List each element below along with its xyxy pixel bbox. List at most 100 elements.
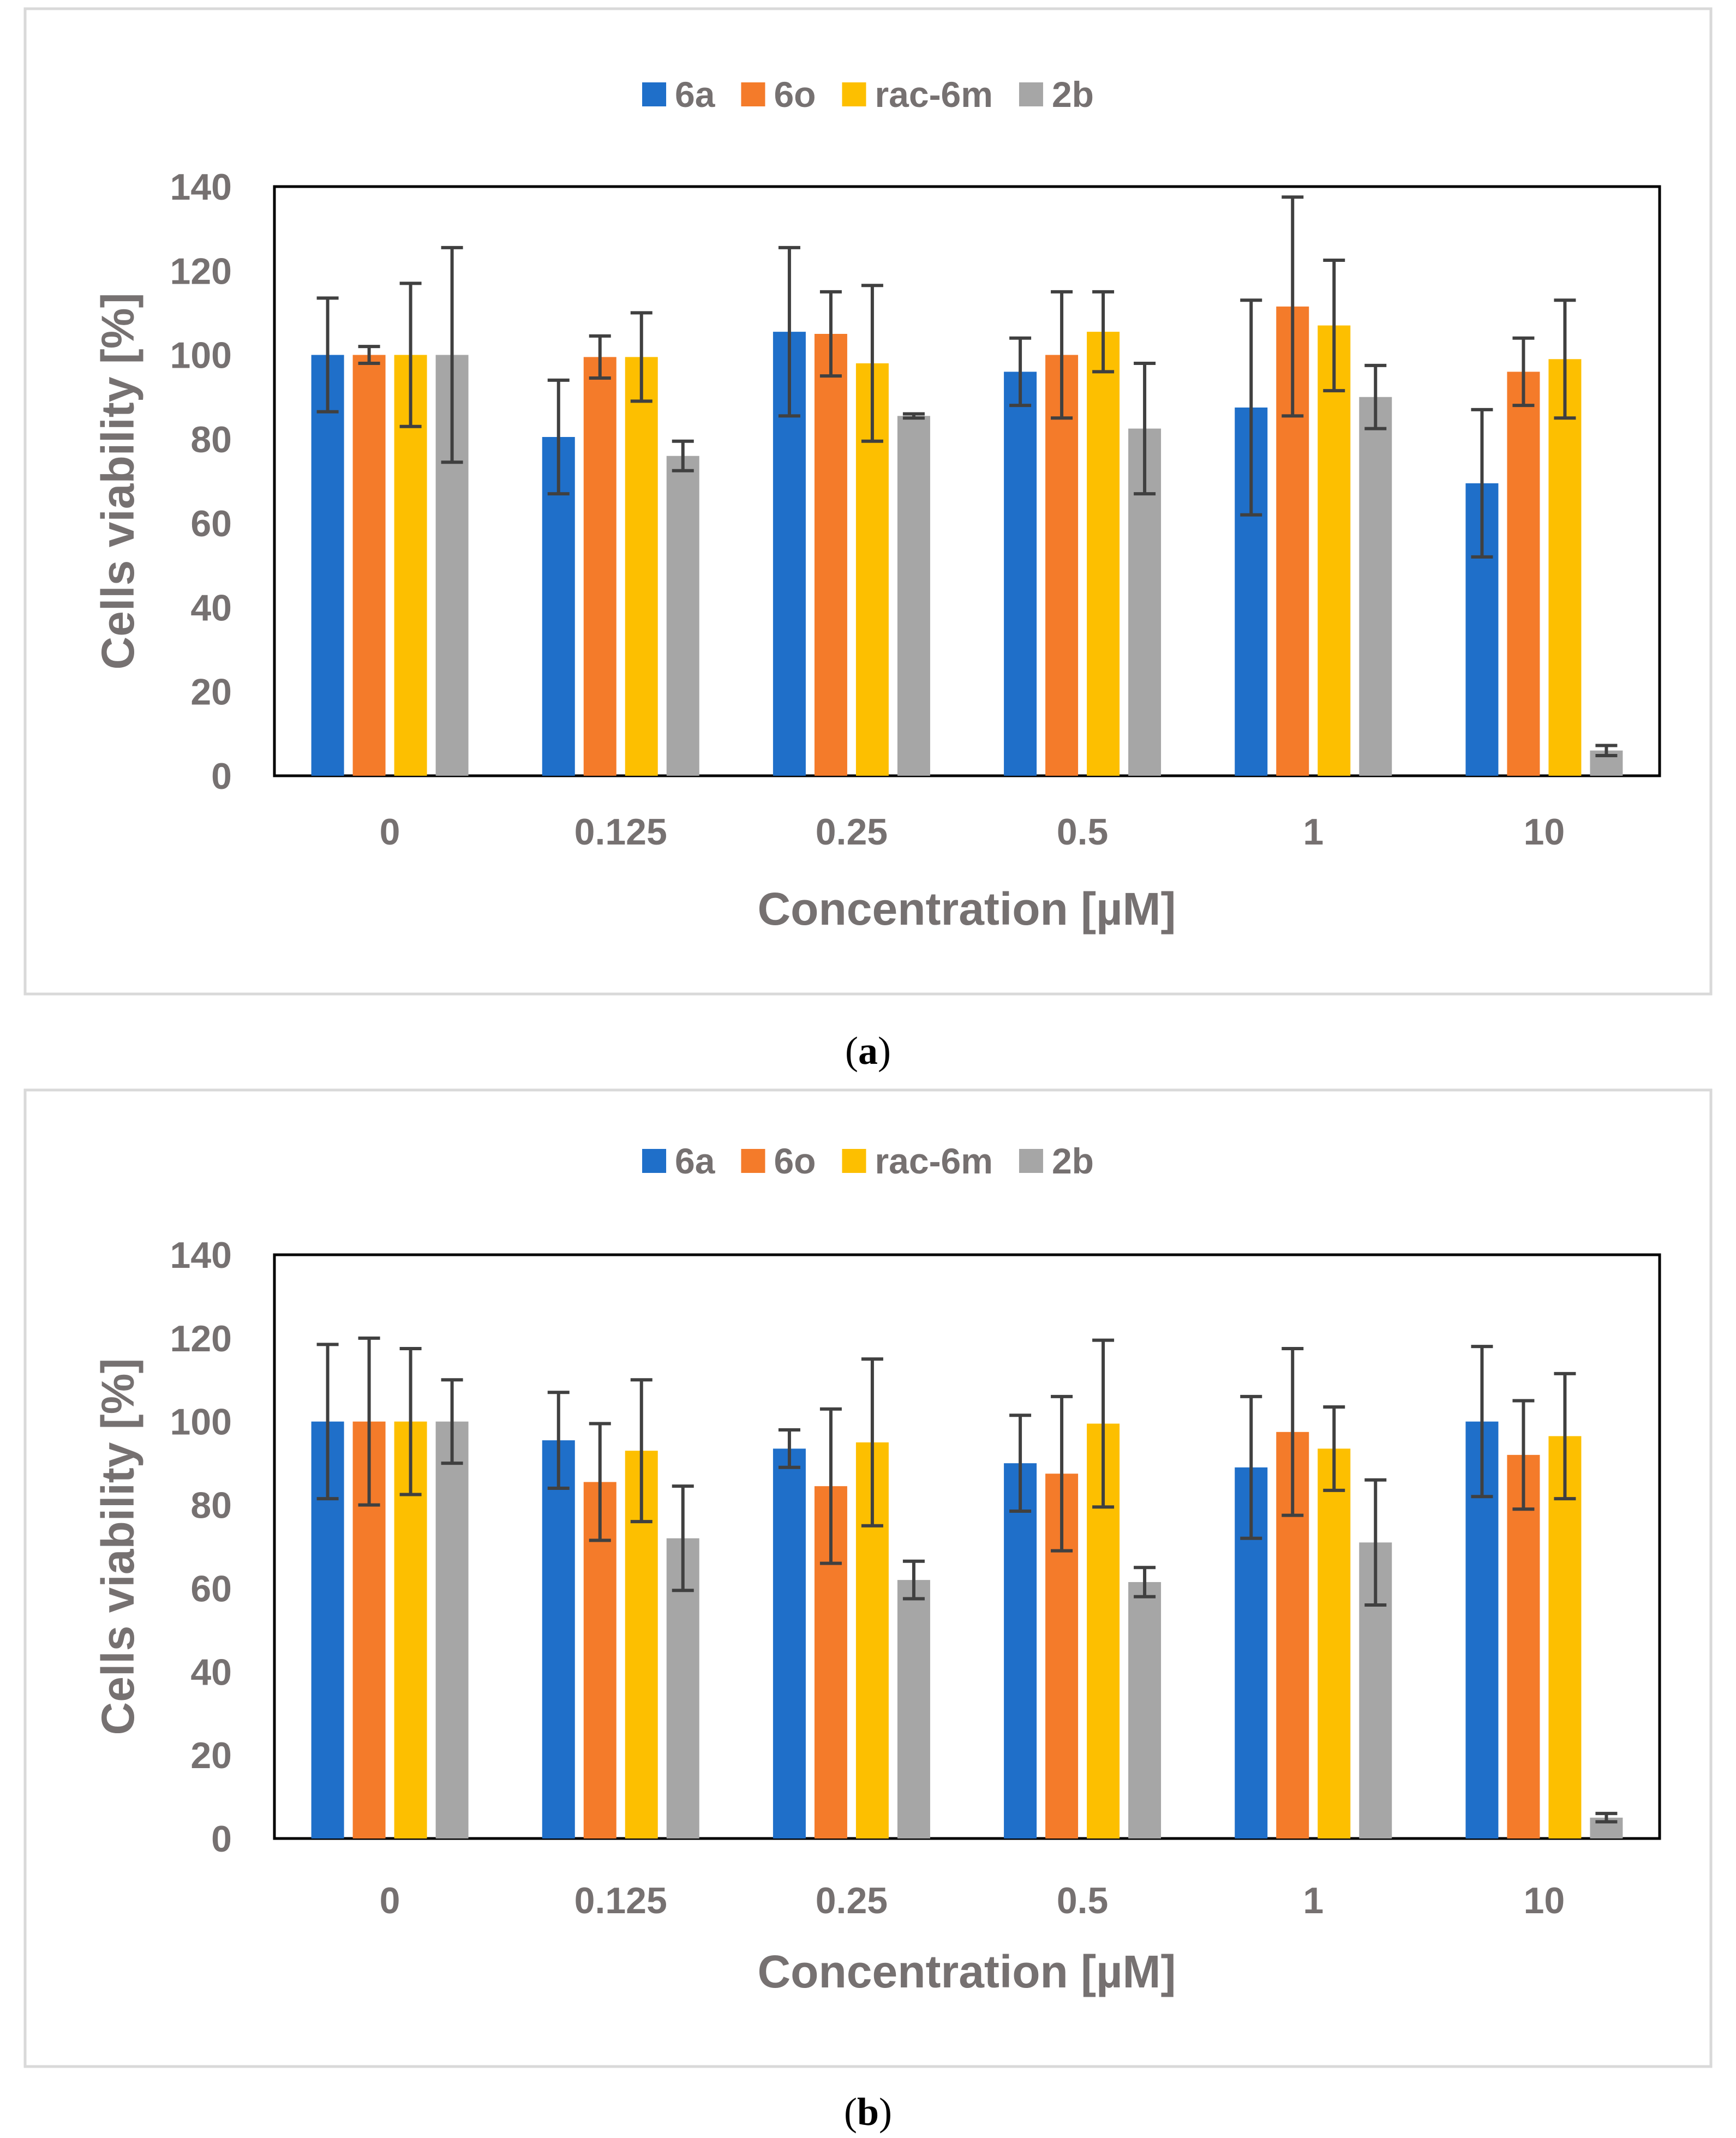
panel-a-bar-rac-6m-5 xyxy=(1548,359,1582,776)
panel-a-y-tick-3: 60 xyxy=(190,503,232,544)
panel-a-error-bar-6a-2 xyxy=(778,245,800,418)
panel-b-error-bar-6o-4 xyxy=(1282,1346,1304,1517)
panel-a-y-tick-2: 40 xyxy=(190,587,232,628)
panel-a-x-tick-3: 0.5 xyxy=(1057,811,1109,853)
panel-b-bar-6a-2 xyxy=(773,1448,806,1838)
panel-a-legend-label-6o: 6o xyxy=(774,74,816,115)
panel-a-error-bars xyxy=(316,195,1618,757)
panel-b-legend-swatch-6a xyxy=(642,1149,667,1173)
panel-a-bar-6o-2 xyxy=(814,334,847,776)
panel-b-error-bar-rac-6m-5 xyxy=(1554,1372,1576,1501)
panel-a-bar-2b-2 xyxy=(897,416,930,776)
panel-a-error-bar-6o-1 xyxy=(589,334,611,380)
panel-a-error-bar-6a-0 xyxy=(316,296,339,414)
panel-b-x-axis-label: Concentration [µM] xyxy=(758,1946,1176,1997)
panel-a-bar-6o-5 xyxy=(1507,372,1540,776)
panel-a-error-bar-rac-6m-0 xyxy=(399,282,422,428)
panel-a-error-bar-rac-6m-4 xyxy=(1323,259,1345,393)
panel-a-x-tick-1: 0.125 xyxy=(574,811,667,853)
panel-a-error-bar-6o-0 xyxy=(358,345,380,365)
panel-b-bar-2b-0 xyxy=(435,1421,469,1838)
panel-a-bar-2b-1 xyxy=(666,456,699,776)
panel-b-error-bar-6a-0 xyxy=(316,1343,339,1501)
panel-a-y-tick-7: 140 xyxy=(170,166,232,208)
panel-a-error-bar-6o-5 xyxy=(1512,336,1535,408)
panel-a-error-bar-6a-4 xyxy=(1240,298,1262,517)
panel-b-error-bar-6a-2 xyxy=(778,1428,800,1469)
panel-a-legend-swatch-rac-6m xyxy=(842,82,866,106)
panel-b-y-tick-labels: 0 20 40 60 80 100 120 140 xyxy=(170,1235,232,1860)
panel-b-error-bar-2b-4 xyxy=(1364,1478,1387,1607)
panel-a-x-tick-labels: 0 0.125 0.25 0.5 1 10 xyxy=(380,811,1565,853)
panel-b-legend-label-6a: 6a xyxy=(675,1141,716,1181)
panel-b-legend-swatch-rac-6m xyxy=(842,1149,866,1173)
panel-b-error-bar-6o-3 xyxy=(1051,1394,1073,1553)
panel-a-legend-item-6o: 6o xyxy=(741,74,816,115)
panel-a-bar-6o-1 xyxy=(583,357,616,776)
panel-b-y-tick-4: 80 xyxy=(190,1485,232,1526)
panel-b-error-bar-rac-6m-1 xyxy=(630,1378,653,1524)
panel-b-error-bar-2b-5 xyxy=(1595,1812,1618,1824)
panel-a-legend-item-rac-6m: rac-6m xyxy=(842,74,993,115)
panel-b-y-tick-2: 40 xyxy=(190,1651,232,1693)
panel-b-legend-label-6o: 6o xyxy=(774,1141,816,1181)
panel-a-bar-6a-0 xyxy=(311,355,344,776)
panel-b-bar-6a-1 xyxy=(542,1440,575,1838)
panel-a-y-tick-labels: 0 20 40 60 80 100 120 140 xyxy=(170,166,232,797)
panel-a-error-bar-rac-6m-1 xyxy=(630,311,653,403)
panel-a-legend-swatch-6o xyxy=(741,82,765,106)
panel-b-y-tick-1: 20 xyxy=(190,1735,232,1776)
panel-a-error-bar-6a-1 xyxy=(547,378,570,496)
panel-a-error-bar-6o-3 xyxy=(1051,290,1073,420)
panel-b-error-bar-6o-1 xyxy=(589,1422,611,1542)
panel-a-error-bar-2b-3 xyxy=(1134,362,1156,496)
panel-a-legend-label-rac-6m: rac-6m xyxy=(875,74,992,115)
panel-a-legend-swatch-6a xyxy=(642,82,667,106)
panel-a-y-tick-6: 120 xyxy=(170,250,232,292)
panel-a-error-bar-2b-0 xyxy=(441,245,463,464)
panel-b-y-axis-label: Cells viability [%] xyxy=(92,1358,143,1735)
panel-b-error-bar-2b-3 xyxy=(1134,1566,1156,1598)
panel-b-x-tick-3: 0.5 xyxy=(1057,1880,1109,1921)
panel-b-bar-rac-6m-5 xyxy=(1548,1436,1582,1838)
panel-a-y-axis-label: Cells viability [%] xyxy=(92,293,143,670)
panel-a-error-bar-2b-1 xyxy=(672,439,694,472)
panel-a-y-tick-4: 80 xyxy=(190,419,232,460)
panel-b-legend-item-rac-6m: rac-6m xyxy=(842,1141,993,1181)
panel-a-x-tick-5: 10 xyxy=(1524,811,1565,853)
panel-b-bar-6o-5 xyxy=(1507,1454,1540,1838)
panel-a-plot-area xyxy=(273,185,1661,777)
panel-b-x-tick-1: 0.125 xyxy=(574,1880,667,1921)
panel-b-y-tick-0: 0 xyxy=(211,1818,232,1860)
panel-b-bar-2b-3 xyxy=(1128,1582,1162,1838)
panel-a-x-tick-4: 1 xyxy=(1303,811,1324,853)
panel-b-legend-item-6o: 6o xyxy=(741,1141,816,1181)
panel-b-bar-rac-6m-4 xyxy=(1318,1448,1351,1838)
panel-a-bar-rac-6m-3 xyxy=(1087,332,1120,776)
panel-b-y-tick-3: 60 xyxy=(190,1568,232,1609)
panel-b-y-tick-6: 120 xyxy=(170,1318,232,1360)
panel-a-error-bar-6a-3 xyxy=(1009,336,1032,408)
panel-a-legend-label-6a: 6a xyxy=(675,74,716,115)
panel-a-error-bar-6o-4 xyxy=(1282,195,1304,418)
panel-b-error-bar-6a-5 xyxy=(1471,1345,1493,1499)
panel-b-x-tick-0: 0 xyxy=(380,1880,400,1921)
panel-b-legend-label-rac-6m: rac-6m xyxy=(875,1141,992,1181)
panel-a-bars xyxy=(311,306,1623,776)
panel-a-bar-2b-4 xyxy=(1359,397,1392,776)
panel-b-error-bar-6a-3 xyxy=(1009,1414,1032,1513)
panel-b-legend-item-6a: 6a xyxy=(642,1141,716,1181)
panel-b-legend-swatch-6o xyxy=(741,1149,765,1173)
panel-a-bar-rac-6m-4 xyxy=(1318,325,1351,776)
panel-a-caption-letter: a xyxy=(858,1029,878,1073)
panel-b-legend-label-2b: 2b xyxy=(1052,1141,1094,1181)
panel-a-error-bar-6a-5 xyxy=(1471,408,1493,559)
panel-a-bar-6a-3 xyxy=(1004,372,1037,776)
panel-b-x-tick-5: 10 xyxy=(1524,1880,1565,1921)
panel-a-y-tick-5: 100 xyxy=(170,335,232,376)
panel-a-x-tick-0: 0 xyxy=(380,811,400,853)
panel-b-error-bar-rac-6m-4 xyxy=(1323,1405,1345,1492)
panel-b-error-bars xyxy=(316,1336,1618,1824)
panel-a-legend-item-2b: 2b xyxy=(1019,74,1094,115)
panel-b-error-bar-2b-1 xyxy=(672,1484,694,1592)
